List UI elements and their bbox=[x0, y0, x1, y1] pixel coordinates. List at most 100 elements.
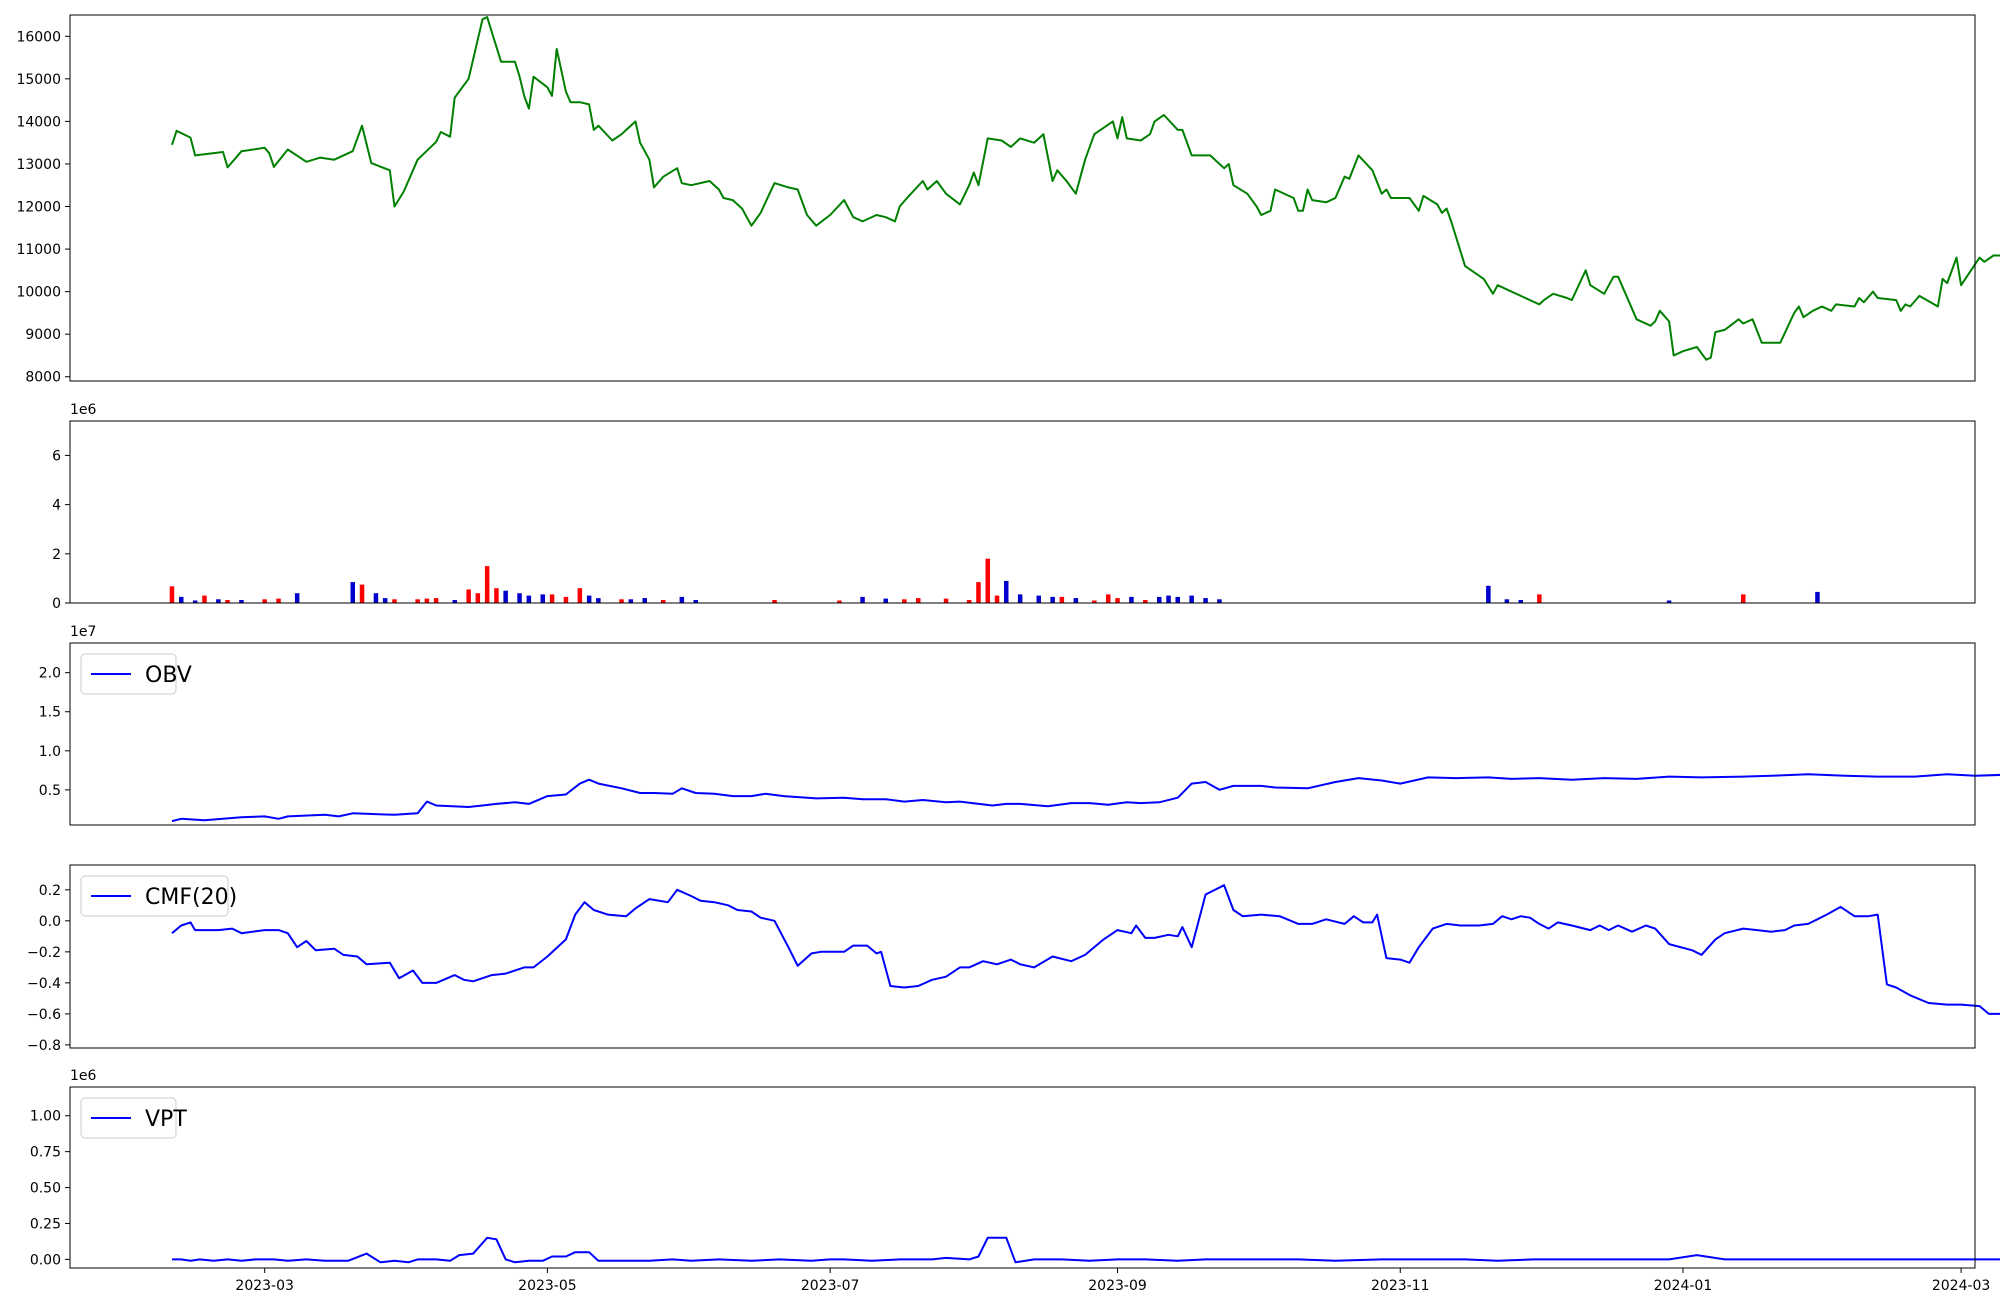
obv-series-line bbox=[171, 773, 2000, 823]
volume-bar-up bbox=[1115, 598, 1120, 603]
volume-ytick-label: 2 bbox=[52, 547, 61, 563]
cmf-panel: −0.8 −0.6 −0.4 −0.2 0.0 0.2 CMF(20) bbox=[27, 864, 2000, 1054]
cmf-legend-box bbox=[80, 875, 229, 917]
cmf-ytick-label: 0.2 bbox=[39, 883, 61, 899]
price-ytick-label: 14000 bbox=[16, 114, 61, 130]
volume-bar-up bbox=[225, 600, 230, 603]
volume-bar-down bbox=[1217, 599, 1222, 603]
volume-bar-up bbox=[943, 598, 949, 603]
volume-bar-up bbox=[902, 599, 907, 603]
volume-bar-down bbox=[1073, 598, 1079, 603]
obv-axes-frame bbox=[69, 642, 1976, 826]
volume-bar-down bbox=[1017, 594, 1023, 603]
cmf-axes-frame bbox=[69, 864, 1976, 1049]
price-ytick-label: 9000 bbox=[25, 327, 61, 343]
volume-bar-down bbox=[679, 596, 685, 603]
volume-bar-up bbox=[169, 586, 175, 603]
volume-bar-down bbox=[1129, 596, 1134, 603]
volume-bar-up bbox=[577, 588, 583, 603]
xtick-label: 2023-09 bbox=[1088, 1278, 1147, 1294]
xtick-label: 2023-07 bbox=[801, 1278, 860, 1294]
volume-bar-up bbox=[494, 588, 499, 603]
obv-ytick-label: 0.5 bbox=[39, 783, 61, 799]
cmf-ytick-label: −0.6 bbox=[27, 1007, 61, 1023]
volume-bar-up bbox=[262, 599, 267, 603]
price-ytick-label: 15000 bbox=[16, 72, 61, 88]
volume-bar-up bbox=[484, 566, 490, 603]
volume-bar-down bbox=[216, 599, 221, 603]
volume-bar-down bbox=[526, 595, 532, 603]
xtick-label: 2023-11 bbox=[1371, 1278, 1430, 1294]
volume-bar-down bbox=[1166, 595, 1171, 603]
volume-bar-up bbox=[563, 596, 569, 603]
obv-ytick-label: 1.0 bbox=[39, 744, 61, 760]
cmf-ytick-label: −0.8 bbox=[27, 1038, 61, 1054]
price-ytick-label: 8000 bbox=[25, 370, 61, 386]
volume-bar-down bbox=[517, 593, 522, 603]
xtick-label: 2023-05 bbox=[518, 1278, 577, 1294]
volume-bar-up bbox=[392, 599, 397, 603]
vpt-ytick-label: 0.50 bbox=[30, 1181, 61, 1197]
price-ytick-label: 16000 bbox=[16, 29, 61, 45]
volume-bar-up bbox=[466, 589, 471, 603]
price-ytick-label: 11000 bbox=[16, 242, 61, 258]
volume-bar-down bbox=[642, 598, 647, 603]
volume-bar-down bbox=[860, 596, 865, 603]
volume-bar-down bbox=[1666, 600, 1672, 603]
obv-ytick-label: 2.0 bbox=[39, 666, 61, 682]
price-series-line bbox=[171, 16, 2000, 361]
volume-bar-up bbox=[276, 598, 281, 603]
volume-bar-down bbox=[1175, 596, 1180, 603]
price-axes-frame bbox=[69, 14, 1976, 382]
cmf-ytick-label: −0.2 bbox=[27, 945, 61, 961]
volume-bar-up bbox=[202, 595, 207, 603]
volume-panel: 0 2 4 6 1e6 bbox=[52, 402, 1976, 612]
volume-bar-up bbox=[433, 598, 439, 603]
volume-bar-down bbox=[382, 598, 388, 603]
volume-ytick-label: 4 bbox=[52, 498, 61, 514]
volume-bar-down bbox=[192, 600, 198, 603]
volume-bar-down bbox=[350, 582, 355, 603]
vpt-axes-frame bbox=[69, 1086, 1976, 1269]
cmf-series-line bbox=[171, 884, 2000, 1015]
volume-bar-up bbox=[424, 598, 430, 603]
volume-bar-up bbox=[1106, 594, 1111, 603]
volume-bar-up bbox=[1143, 600, 1148, 603]
cmf-legend-label: CMF(20) bbox=[145, 885, 237, 910]
volume-offset-label: 1e6 bbox=[70, 402, 97, 418]
obv-offset-label: 1e7 bbox=[70, 624, 96, 640]
volume-bar-down bbox=[883, 598, 888, 603]
volume-bar-down bbox=[1518, 600, 1523, 603]
volume-bar-down bbox=[294, 593, 300, 603]
cmf-ytick-label: −0.4 bbox=[27, 976, 61, 992]
obv-legend-label: OBV bbox=[145, 663, 192, 688]
volume-bar-up bbox=[359, 584, 365, 603]
volume-bar-up bbox=[1741, 594, 1746, 603]
volume-bar-down bbox=[1504, 599, 1510, 603]
price-ytick-label: 12000 bbox=[16, 200, 61, 216]
volume-bar-up bbox=[1537, 594, 1542, 603]
volume-bar-down bbox=[1486, 585, 1491, 603]
price-ytick-label: 13000 bbox=[16, 157, 61, 173]
volume-bar-up bbox=[994, 595, 1000, 603]
obv-panel: 0.5 1.0 1.5 2.0 1e7 OBV bbox=[39, 624, 2000, 826]
volume-bar-down bbox=[1189, 595, 1194, 603]
xtick-label: 2024-01 bbox=[1654, 1278, 1713, 1294]
volume-ytick-label: 6 bbox=[52, 448, 61, 464]
volume-bar-down bbox=[373, 593, 379, 603]
volume-bar-up bbox=[661, 600, 666, 603]
xtick-label: 2023-03 bbox=[235, 1278, 294, 1294]
volume-bar-up bbox=[475, 593, 481, 603]
volume-bar-up bbox=[985, 558, 990, 603]
volume-bar-up bbox=[1092, 600, 1097, 603]
vpt-legend-label: VPT bbox=[145, 1107, 187, 1132]
volume-bar-down bbox=[1004, 580, 1009, 603]
volume-bar-down bbox=[239, 600, 244, 603]
volume-bar-up bbox=[772, 600, 777, 603]
volume-bar-down bbox=[693, 600, 698, 603]
price-panel: 8000 9000 10000 11000 12000 13000 14000 15000 16… bbox=[16, 14, 2000, 386]
volume-bar-up bbox=[976, 582, 981, 603]
volume-bar-up bbox=[837, 600, 842, 603]
volume-bar-up bbox=[619, 599, 624, 603]
vpt-offset-label: 1e6 bbox=[70, 1068, 97, 1084]
